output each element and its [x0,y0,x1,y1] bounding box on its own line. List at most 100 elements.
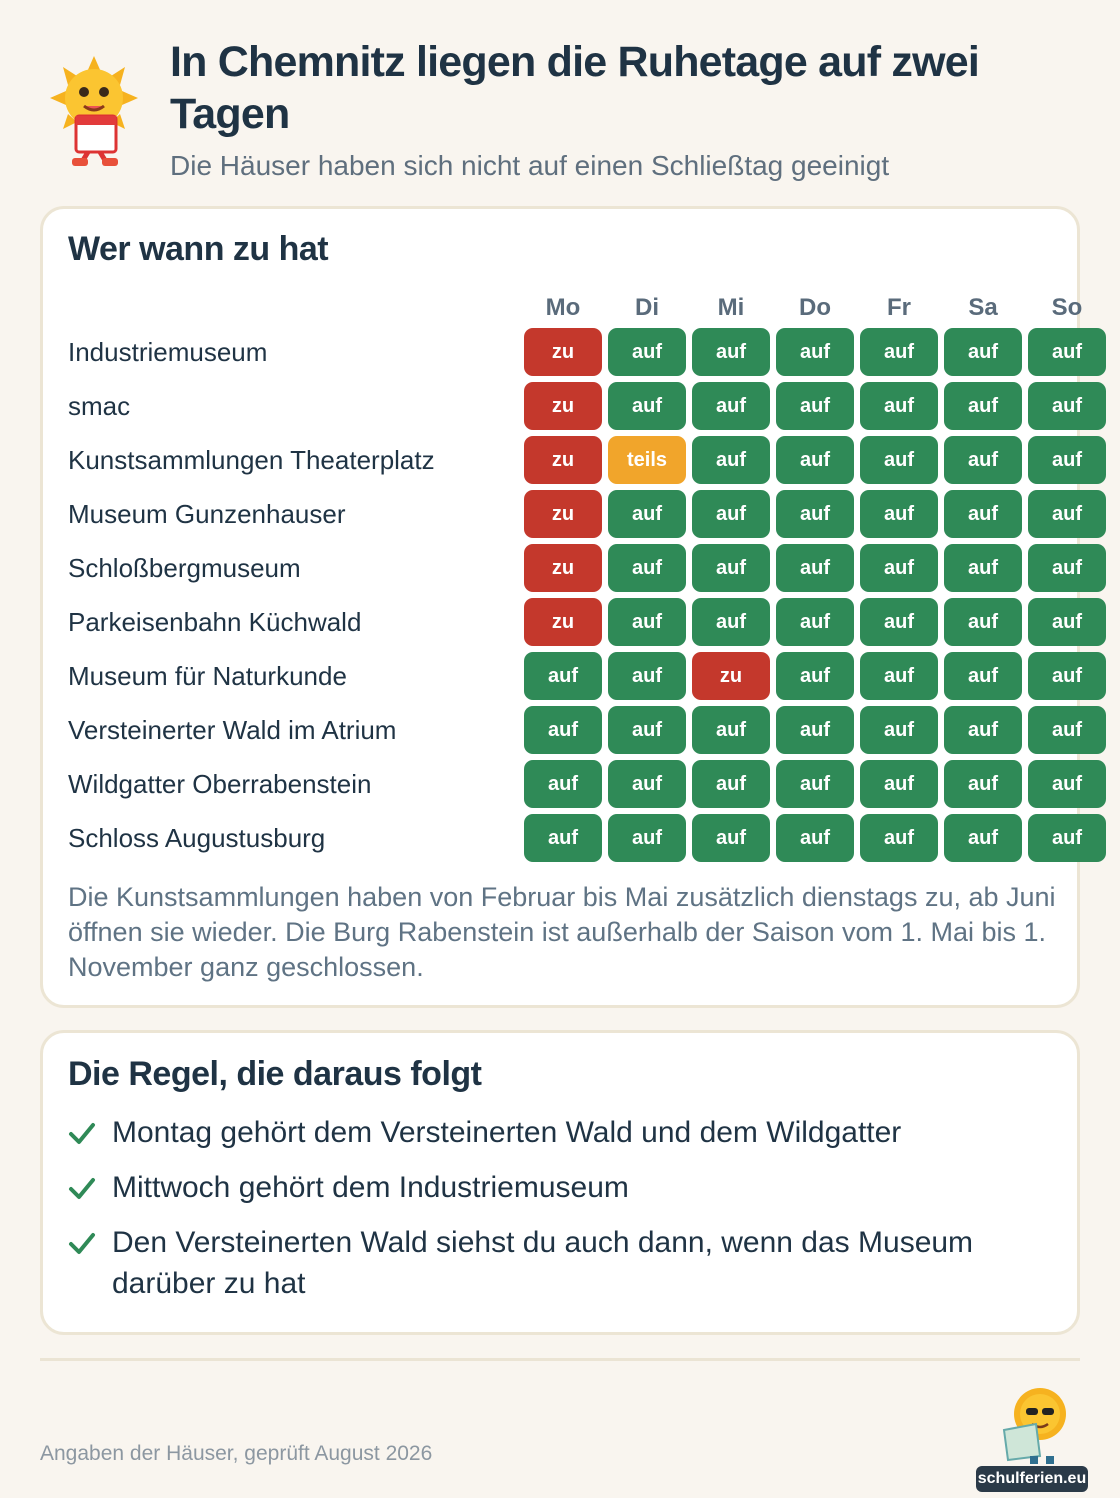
row-label: Versteinerter Wald im Atrium [68,715,397,745]
status-cell: zu [692,652,770,700]
status-cell: auf [860,436,938,484]
status-cell: auf [944,652,1022,700]
brand: schulferien.eu [976,1466,1088,1492]
status-cell: auf [692,760,770,808]
status-cell: auf [1028,436,1106,484]
status-cell: auf [1028,814,1106,862]
status-cell: auf [860,328,938,376]
status-cell: auf [608,544,686,592]
note: Die Kunstsammlungen haben von Februar bi… [68,882,1056,982]
status-cell: auf [776,382,854,430]
day-header: Do [799,294,831,321]
status-cell: auf [776,598,854,646]
status-cell: auf [776,544,854,592]
subtitle: Die Häuser haben sich nicht auf einen Sc… [170,150,890,181]
status-cell: auf [860,706,938,754]
status-cell: auf [776,760,854,808]
status-cell: auf [608,760,686,808]
status-cell: auf [1028,490,1106,538]
day-header: Mo [545,294,581,321]
day-header: Di [635,294,659,321]
status-cell: auf [692,706,770,754]
status-cell: auf [776,328,854,376]
status-cell: auf [1028,598,1106,646]
day-header: Fr [887,294,911,321]
status-cell: zu [524,490,602,538]
status-cell: auf [524,652,602,700]
status-cell: auf [860,760,938,808]
status-cell: auf [860,652,938,700]
day-header: So [1051,294,1083,321]
rule-item: Mittwoch gehört dem Industriemuseum [112,1171,629,1204]
status-cell: auf [692,814,770,862]
status-cell: auf [944,328,1022,376]
status-cell: auf [776,490,854,538]
status-cell: auf [944,760,1022,808]
status-cell: auf [692,598,770,646]
row-label: Wildgatter Oberrabenstein [68,769,372,799]
status-cell: auf [860,814,938,862]
status-cell: auf [608,490,686,538]
status-cell: auf [860,382,938,430]
day-header: Sa [968,294,998,321]
schedule-heading: Wer wann zu hat [68,230,329,268]
day-header: Mi [717,294,745,321]
status-cell: auf [1028,760,1106,808]
status-cell: auf [692,436,770,484]
status-cell: auf [944,490,1022,538]
row-label: Schloss Augustusburg [68,823,326,853]
status-cell: auf [944,436,1022,484]
rules-card [40,1030,1080,1335]
status-cell: auf [608,598,686,646]
status-cell: auf [692,544,770,592]
row-label: Parkeisenbahn Küchwald [68,607,362,637]
row-label: Museum Gunzenhauser [68,499,346,529]
status-cell: auf [860,598,938,646]
status-cell: zu [524,598,602,646]
status-cell: auf [944,544,1022,592]
status-cell: auf [608,382,686,430]
status-cell: auf [1028,382,1106,430]
status-cell: auf [524,760,602,808]
row-label: Kunstsammlungen Theaterplatz [68,445,435,475]
status-cell: auf [860,490,938,538]
status-cell: auf [860,544,938,592]
row-label: Museum für Naturkunde [68,661,347,691]
status-cell: auf [608,814,686,862]
rule-item: Montag gehört dem Versteinerten Wald und… [112,1116,902,1149]
status-cell: auf [524,814,602,862]
status-cell: auf [1028,544,1106,592]
check-icon [69,1123,95,1144]
rules-heading: Die Regel, die daraus folgt [68,1055,482,1093]
check-icon [69,1233,95,1254]
status-cell: auf [608,652,686,700]
row-label: smac [68,391,131,421]
status-cell: auf [944,814,1022,862]
status-cell: auf [608,706,686,754]
status-cell: auf [1028,706,1106,754]
status-cell: zu [524,382,602,430]
source: Angaben der Häuser, geprüft August 2026 [40,1442,433,1465]
status-cell: auf [776,652,854,700]
status-cell: zu [524,328,602,376]
status-cell: auf [1028,328,1106,376]
divider [40,1358,1080,1361]
row-label: Schloßbergmuseum [68,553,301,583]
status-cell: auf [692,382,770,430]
status-cell: auf [608,328,686,376]
status-cell: auf [944,382,1022,430]
status-cell: auf [776,814,854,862]
title: In Chemnitz liegen die Ruhetage auf zwei… [170,38,980,138]
mascot [50,56,138,166]
brand-mascot [1002,1388,1066,1464]
row-label: Industriemuseum [68,337,268,367]
status-cell: auf [524,706,602,754]
status-cell: auf [692,490,770,538]
status-cell: auf [776,436,854,484]
status-cell: auf [1028,652,1106,700]
status-cell: auf [776,706,854,754]
status-cell: auf [692,328,770,376]
status-cell: zu [524,436,602,484]
status-cell: zu [524,544,602,592]
